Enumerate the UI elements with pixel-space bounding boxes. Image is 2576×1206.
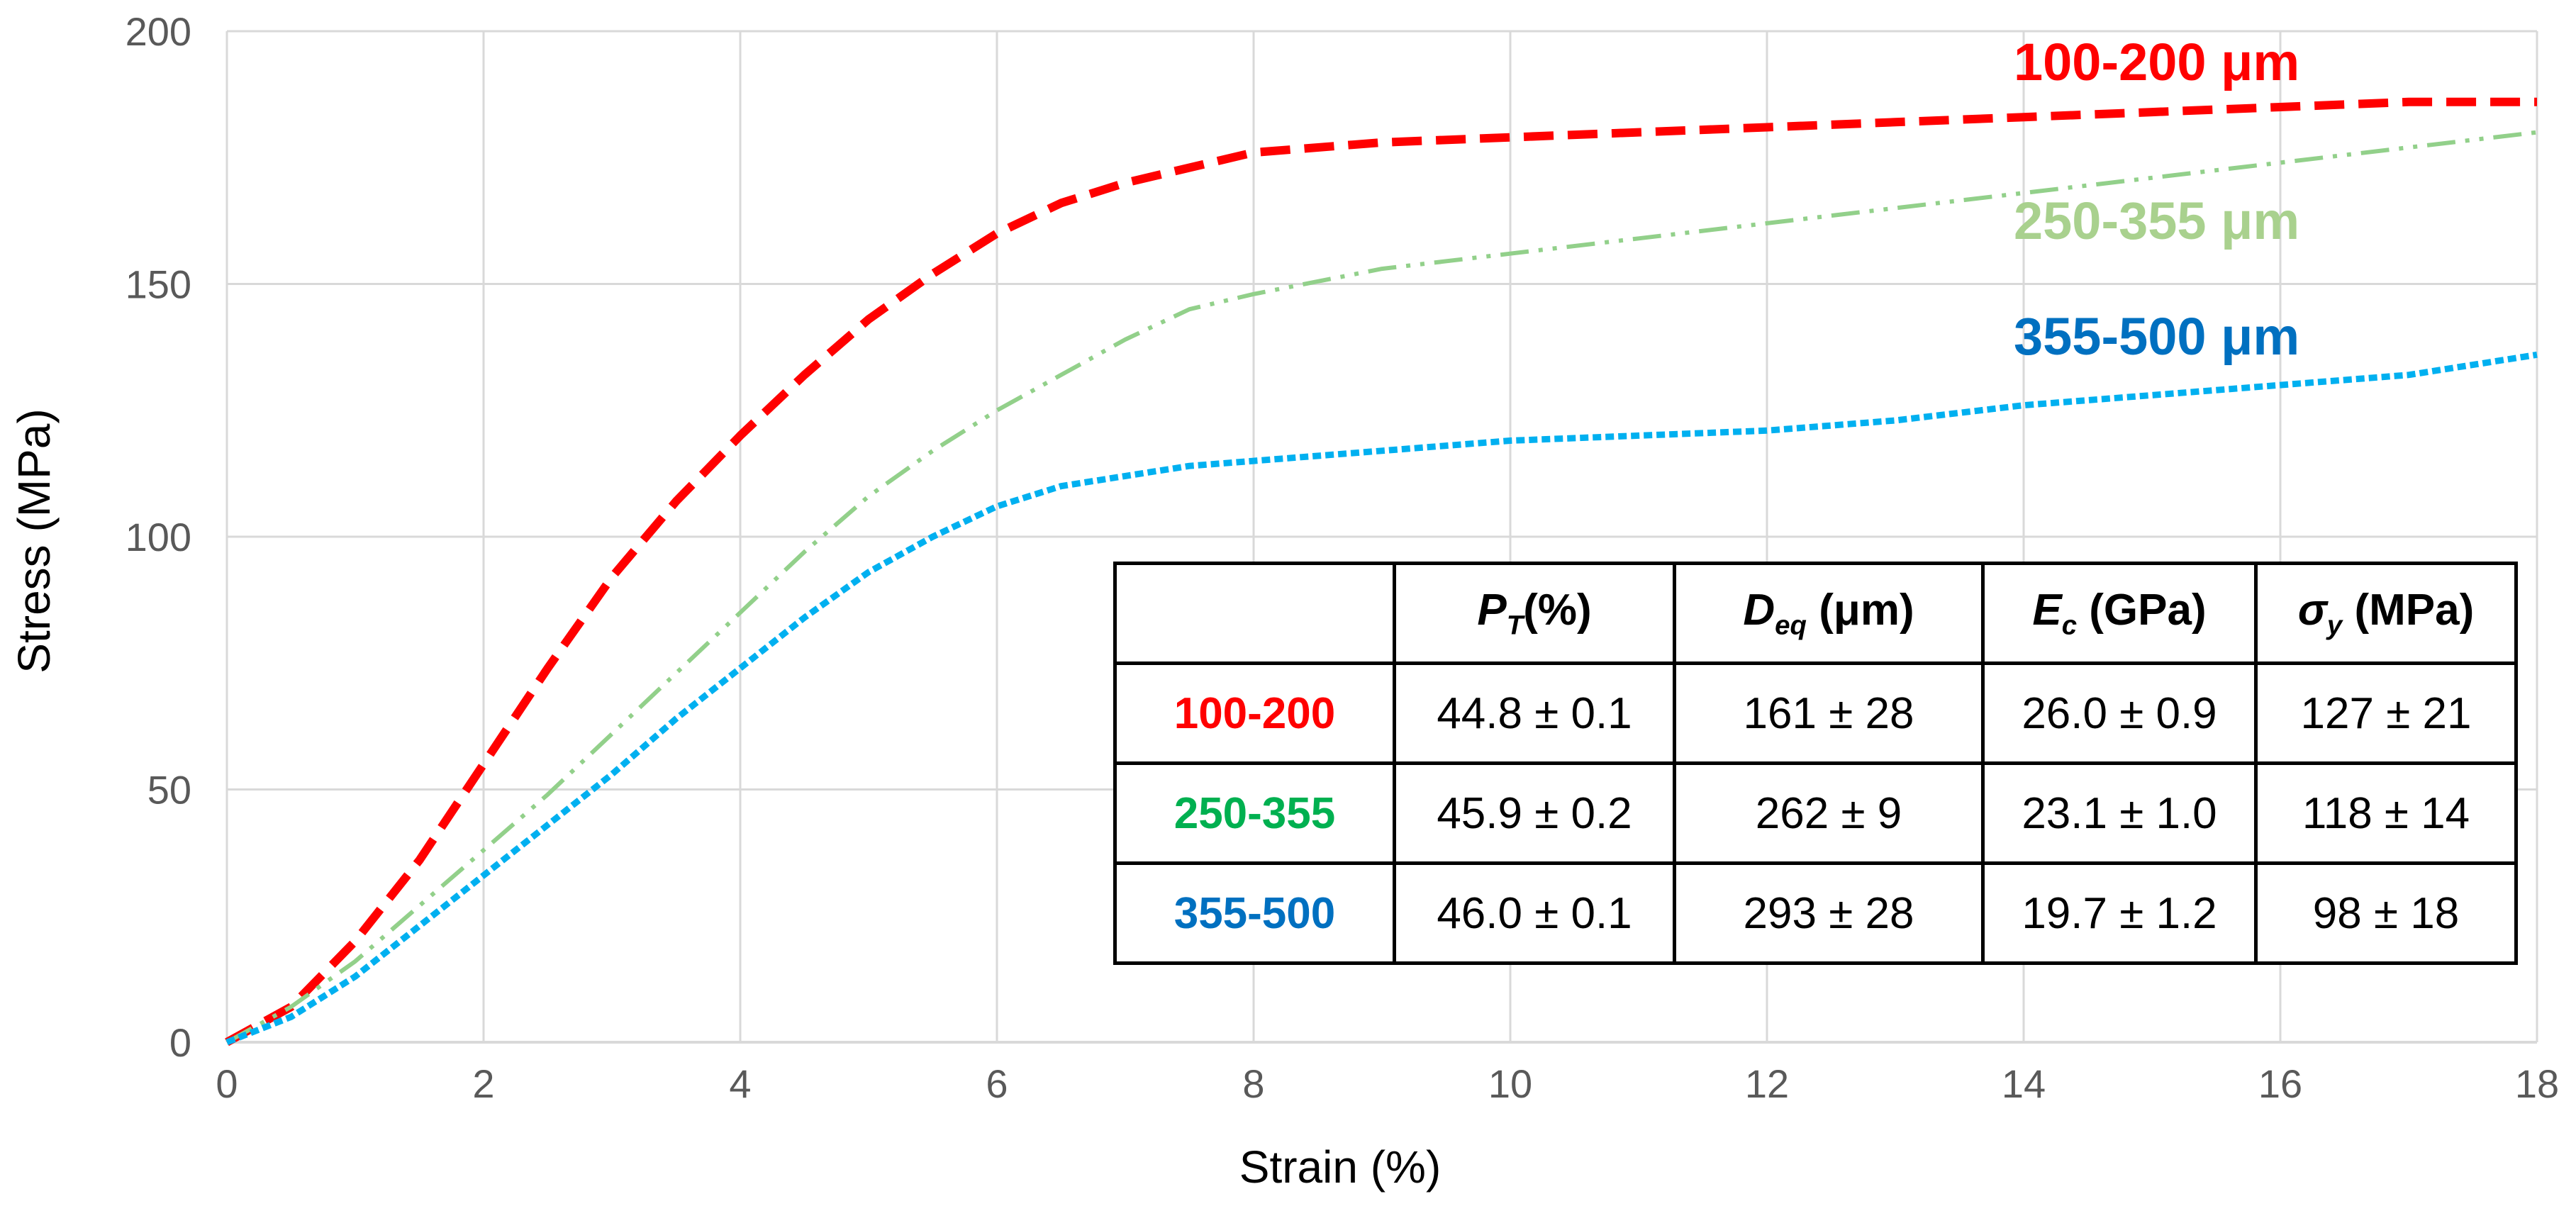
x-axis-title: Strain (%) xyxy=(1239,1141,1442,1193)
table-corner-cell xyxy=(1113,562,1396,665)
y-tick-label: 0 xyxy=(169,1020,191,1065)
header-equivalent-diameter: Deq (μm) xyxy=(1673,562,1985,665)
cell-sy: 98 ± 18 xyxy=(2254,861,2518,965)
y-tick-label: 200 xyxy=(126,9,191,54)
cell-deq: 293 ± 28 xyxy=(1673,861,1985,965)
x-tick-label: 12 xyxy=(1745,1061,1789,1106)
x-tick-label: 2 xyxy=(472,1061,494,1106)
cell-pt: 44.8 ± 0.1 xyxy=(1393,661,1676,765)
cell-pt: 46.0 ± 0.1 xyxy=(1393,861,1676,965)
y-tick-label: 100 xyxy=(126,515,191,559)
series-label-355-500: 355-500 μm xyxy=(2014,307,2299,366)
cell-ec: 23.1 ± 1.0 xyxy=(1981,761,2258,865)
grid xyxy=(225,30,2538,1044)
table-row: 100-200 44.8 ± 0.1 161 ± 28 26.0 ± 0.9 1… xyxy=(1113,661,2518,765)
series-line-355-500 xyxy=(225,351,2538,1046)
x-tick-label: 0 xyxy=(216,1061,238,1106)
x-tick-label: 10 xyxy=(1488,1061,1532,1106)
header-porosity: PT(%) xyxy=(1393,562,1676,665)
header-modulus: Ec (GPa) xyxy=(1981,562,2258,665)
properties-table: PT(%) Deq (μm) Ec (GPa) σy (MPa) 100-200… xyxy=(1113,562,2518,965)
cell-ec: 19.7 ± 1.2 xyxy=(1981,861,2258,965)
x-tick-label: 6 xyxy=(986,1061,1008,1106)
x-tick-label: 14 xyxy=(2002,1061,2046,1106)
x-tick-label: 16 xyxy=(2258,1061,2302,1106)
series-line-100-200 xyxy=(225,97,2537,1046)
y-tick-label: 50 xyxy=(147,768,191,813)
series-label-100-200: 100-200 μm xyxy=(2014,33,2299,91)
header-yield-strength: σy (MPa) xyxy=(2254,562,2518,665)
table-header-row: PT(%) Deq (μm) Ec (GPa) σy (MPa) xyxy=(1113,562,2518,665)
tick-labels: 0 2 4 6 8 10 12 14 16 18 0 50 100 150 200 xyxy=(126,9,2560,1106)
table-row: 250-355 45.9 ± 0.2 262 ± 9 23.1 ± 1.0 11… xyxy=(1113,761,2518,865)
series-line-250-355 xyxy=(225,130,2538,1044)
row-label-250-355: 250-355 xyxy=(1113,761,1396,865)
series-lines xyxy=(225,97,2538,1046)
row-label-355-500: 355-500 xyxy=(1113,861,1396,965)
cell-deq: 262 ± 9 xyxy=(1673,761,1985,865)
cell-ec: 26.0 ± 0.9 xyxy=(1981,661,2258,765)
y-axis-title: Stress (MPa) xyxy=(9,408,60,673)
x-tick-label: 8 xyxy=(1242,1061,1264,1106)
x-tick-label: 18 xyxy=(2515,1061,2559,1106)
x-tick-label: 4 xyxy=(729,1061,751,1106)
row-label-100-200: 100-200 xyxy=(1113,661,1396,765)
cell-deq: 161 ± 28 xyxy=(1673,661,1985,765)
y-tick-label: 150 xyxy=(126,262,191,307)
series-label-250-355: 250-355 μm xyxy=(2014,191,2299,250)
cell-pt: 45.9 ± 0.2 xyxy=(1393,761,1676,865)
table-row: 355-500 46.0 ± 0.1 293 ± 28 19.7 ± 1.2 9… xyxy=(1113,861,2518,965)
cell-sy: 127 ± 21 xyxy=(2254,661,2518,765)
cell-sy: 118 ± 14 xyxy=(2254,761,2518,865)
